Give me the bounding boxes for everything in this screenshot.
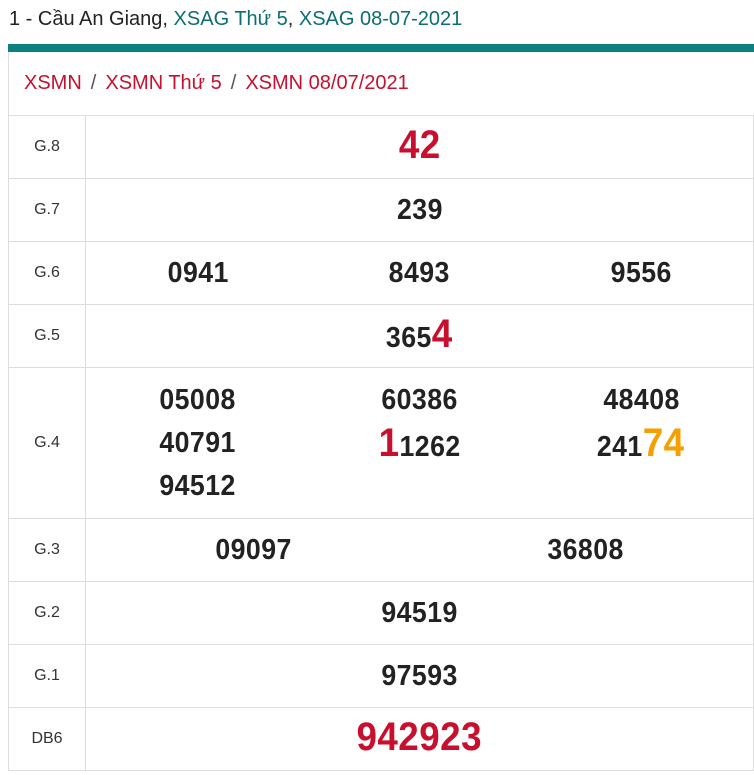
prize-row: G.5 3654 [9, 304, 754, 368]
digits: 40791 [159, 426, 237, 459]
page-title: 1 - Cầu An Giang, XSAG Thứ 5, XSAG 08-07… [9, 8, 462, 31]
results-table: G.8 42 G.7 239 G.6 0941 8493 9556 G.5 3654 G.4 0500… [9, 115, 754, 771]
prize-number: 239 [397, 189, 443, 232]
prize-values: 0941 8493 9556 [85, 241, 754, 305]
prize-label: G.1 [9, 644, 86, 708]
digits: 1262 [399, 430, 461, 463]
number-column: 239 [87, 189, 752, 232]
number-column: 97593 [87, 655, 752, 698]
number-column: 3654 [87, 311, 752, 360]
prize-number: 94512 [160, 465, 237, 508]
prize-number: 05008 [160, 379, 237, 422]
breadcrumb: XSMN / XSMN Thứ 5 / XSMN 08/07/2021 [9, 52, 754, 115]
digits: 94519 [381, 596, 458, 629]
prize-row: G.1 97593 [9, 644, 754, 708]
number-column: 05008 40791 94512 [87, 379, 309, 508]
prize-label: G.6 [9, 241, 86, 305]
highlight-digits: 1 [378, 420, 400, 465]
prize-label: G.7 [9, 178, 86, 242]
digits: 365 [386, 321, 432, 354]
prize-number: 42 [398, 122, 441, 171]
digits: 94512 [159, 469, 237, 502]
breadcrumb-separator: / [90, 72, 97, 94]
digits: 8493 [388, 256, 451, 289]
prize-values: 42 [85, 115, 754, 179]
results-box: XSMN / XSMN Thứ 5 / XSMN 08/07/2021 G.8 42 G.7… [8, 52, 754, 771]
number-column: 94519 [87, 592, 752, 635]
prize-values: 239 [85, 178, 754, 242]
number-column: 8493 [309, 252, 531, 295]
prize-label: G.5 [9, 304, 86, 368]
title-link-weekday[interactable]: XSAG Thứ 5 [173, 8, 288, 30]
number-column: 42 [87, 122, 752, 171]
prize-values: 94519 [85, 581, 754, 645]
prize-row: G.6 0941 8493 9556 [9, 241, 754, 305]
prize-row: DB6 942923 [9, 707, 754, 771]
digits: 60386 [381, 383, 458, 416]
breadcrumb-xsmn[interactable]: XSMN [24, 72, 82, 94]
prize-label: G.3 [9, 518, 86, 582]
prize-number: 97593 [381, 655, 458, 698]
prize-label: G.8 [9, 115, 86, 179]
highlight-digits: 942923 [356, 714, 483, 759]
prize-number: 36808 [547, 529, 624, 572]
prize-values: 05008 40791 94512 60386 11262 48408 24174 [85, 367, 754, 519]
prize-row: G.2 94519 [9, 581, 754, 645]
highlight-digits: 74 [643, 420, 686, 465]
prize-values: 97593 [85, 644, 754, 708]
digits: 241 [597, 430, 644, 463]
breadcrumb-separator: / [230, 72, 237, 94]
prize-row: G.3 09097 36808 [9, 518, 754, 582]
prize-number: 48408 [603, 379, 680, 422]
digits: 48408 [602, 383, 680, 416]
breadcrumb-weekday[interactable]: XSMN Thứ 5 [105, 72, 222, 94]
prize-number: 942923 [356, 714, 483, 763]
prize-row: G.4 05008 40791 94512 60386 11262 48408 24174 [9, 367, 754, 519]
prize-row: G.7 239 [9, 178, 754, 242]
digits: 239 [396, 193, 443, 226]
number-column: 942923 [87, 714, 752, 763]
title-link-date[interactable]: XSAG 08-07-2021 [298, 8, 463, 30]
prize-label: G.4 [9, 367, 86, 519]
prize-number: 9556 [611, 252, 672, 295]
digits: 36808 [547, 533, 625, 566]
prize-number: 3654 [386, 311, 453, 360]
prize-values: 942923 [85, 707, 754, 771]
title-sep: , [287, 8, 299, 30]
header-bar [8, 44, 754, 52]
highlight-digits: 4 [431, 311, 453, 356]
prize-row: G.8 42 [9, 115, 754, 179]
number-column: 0941 [87, 252, 309, 295]
digits: 9556 [610, 256, 672, 289]
number-column: 48408 24174 [530, 379, 752, 469]
prize-number: 40791 [160, 422, 237, 465]
prize-number: 60386 [381, 379, 458, 422]
prize-number: 11262 [378, 420, 461, 469]
prize-number: 09097 [215, 529, 292, 572]
number-column: 09097 [87, 529, 420, 572]
prize-number: 8493 [389, 252, 450, 295]
prize-values: 3654 [85, 304, 754, 368]
highlight-digits: 42 [398, 122, 441, 167]
digits: 05008 [159, 383, 237, 416]
title-text: 1 - Cầu An Giang, [9, 8, 174, 30]
prize-label: DB6 [9, 707, 86, 771]
prize-number: 0941 [167, 252, 228, 295]
prize-label: G.2 [9, 581, 86, 645]
digits: 0941 [167, 256, 229, 289]
prize-values: 09097 36808 [85, 518, 754, 582]
breadcrumb-date[interactable]: XSMN 08/07/2021 [245, 72, 409, 94]
prize-number: 24174 [597, 420, 686, 469]
digits: 09097 [214, 533, 292, 566]
prize-number: 94519 [381, 592, 458, 635]
digits: 97593 [381, 659, 458, 692]
number-column: 60386 11262 [309, 379, 531, 469]
number-column: 36808 [420, 529, 753, 572]
number-column: 9556 [530, 252, 752, 295]
